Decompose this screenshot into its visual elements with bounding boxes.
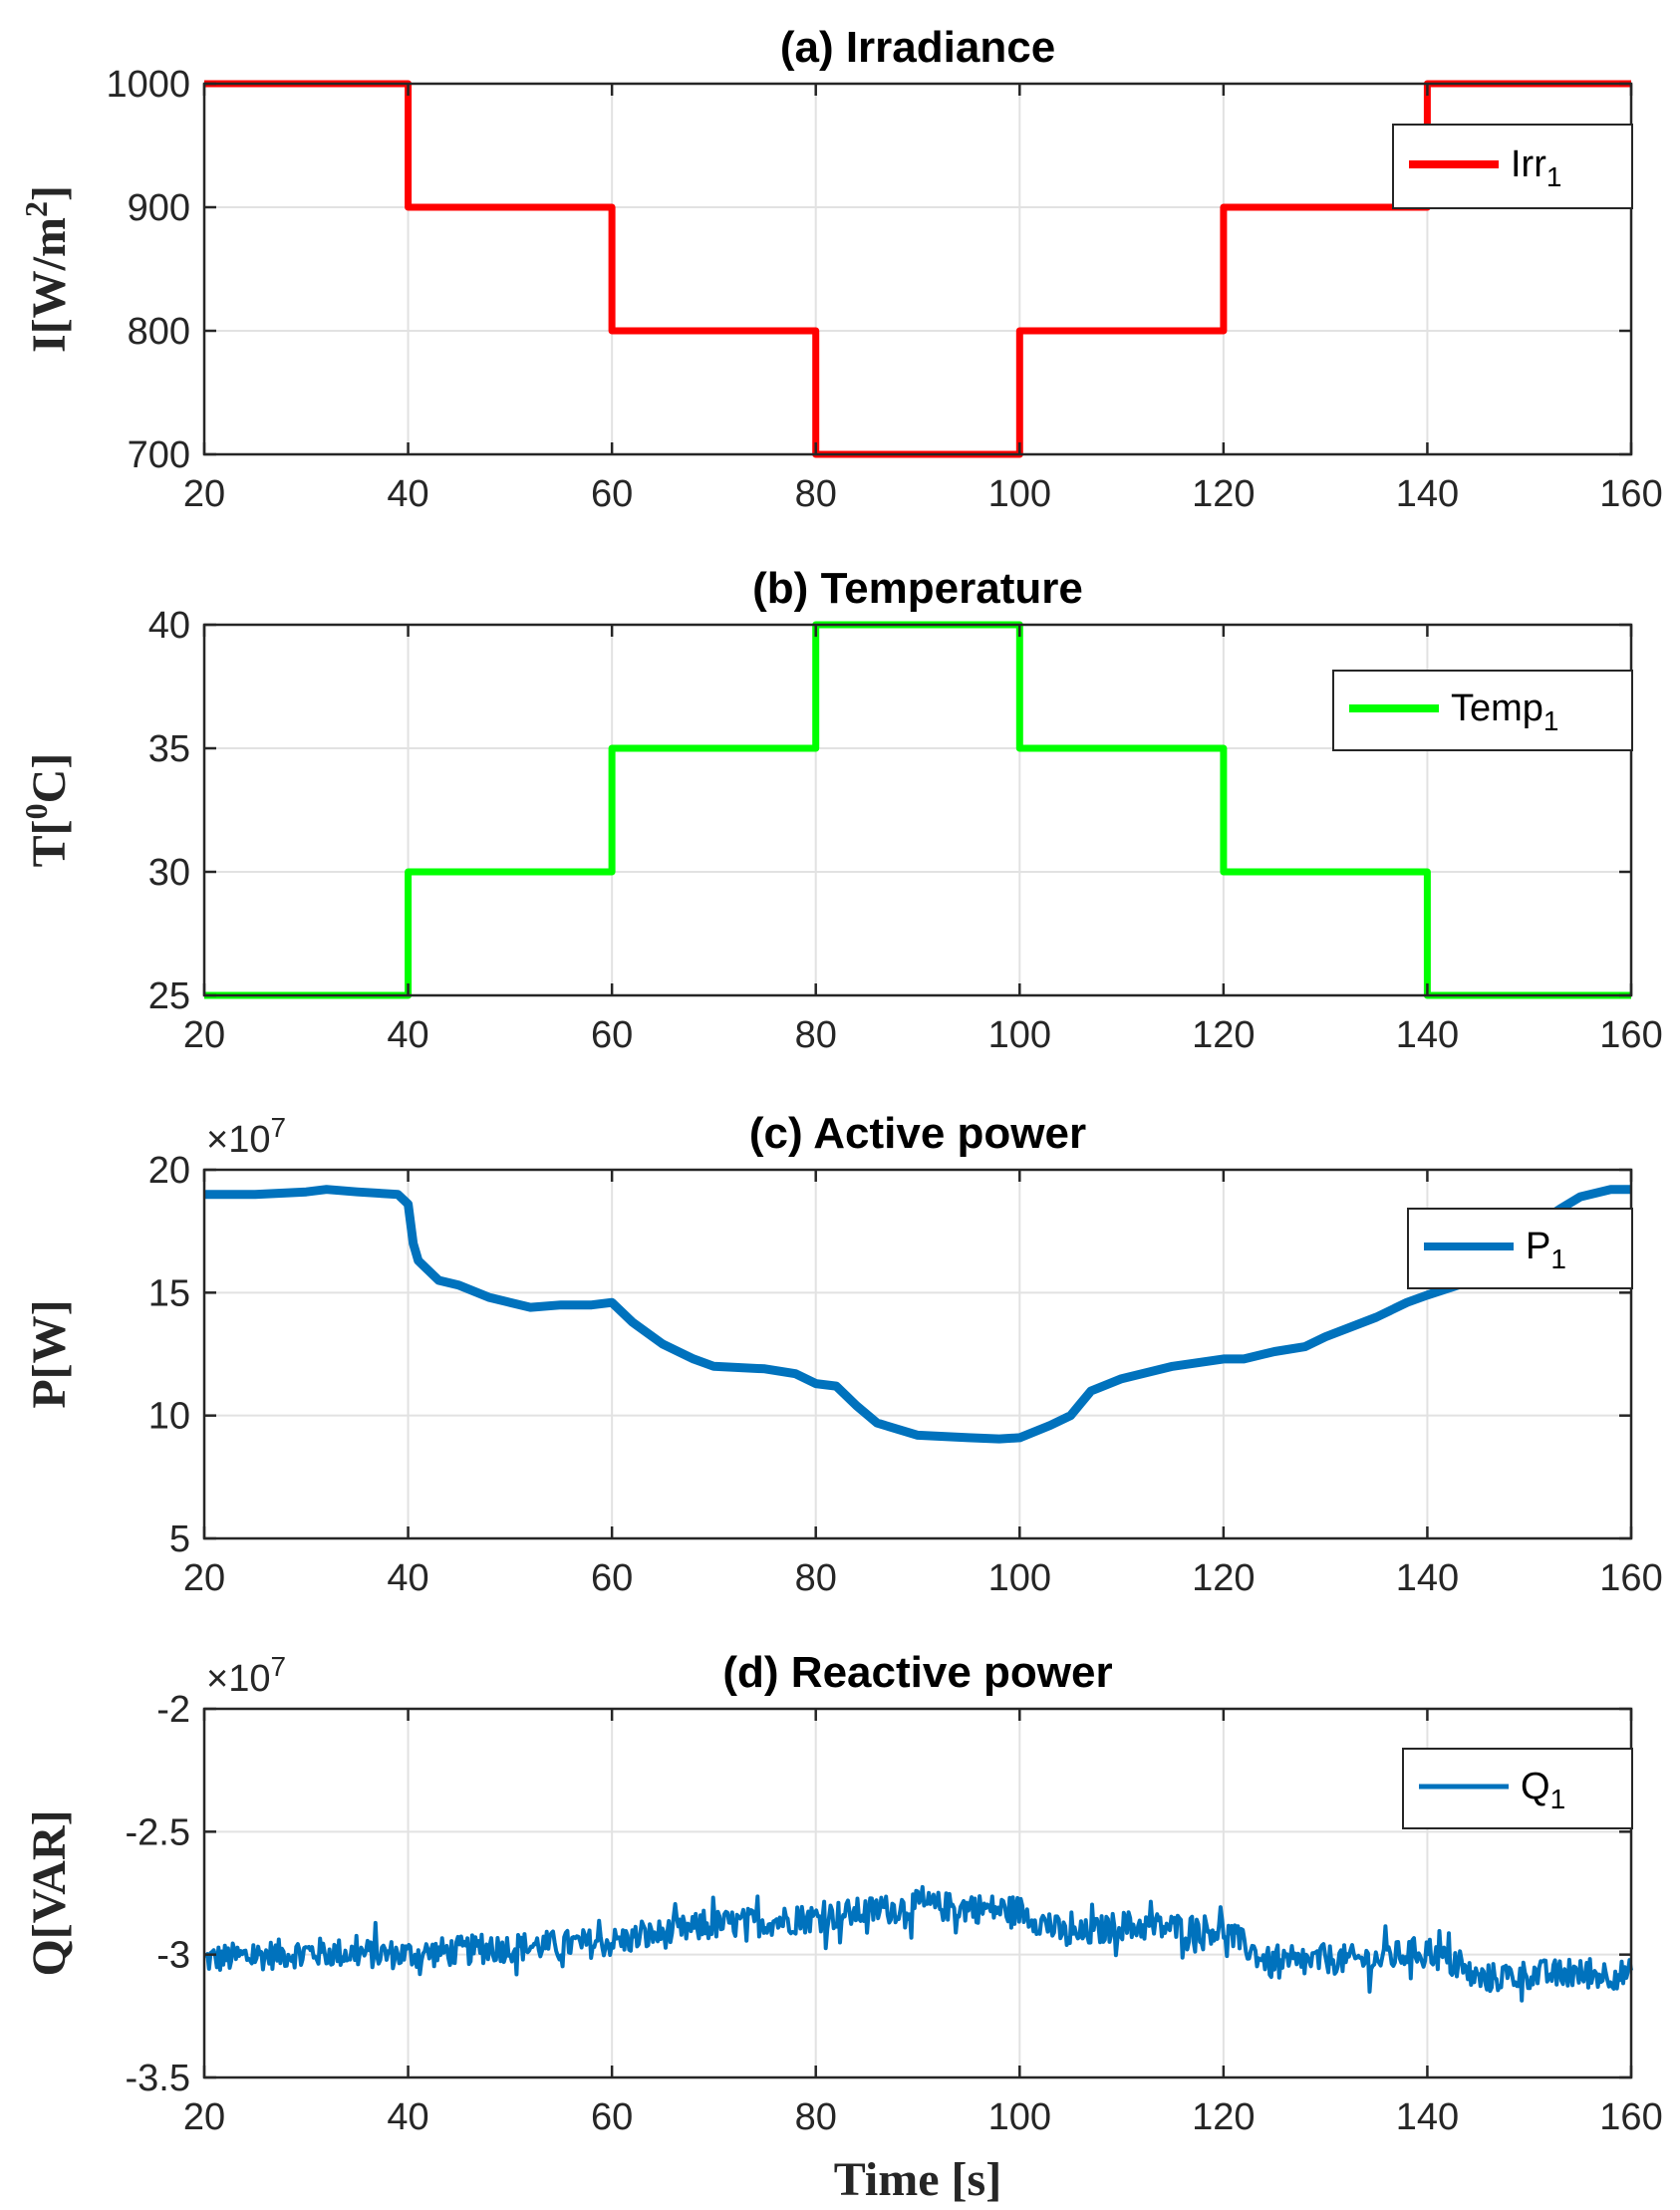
- x-tick-label: 60: [591, 473, 633, 515]
- y-tick-label: 40: [148, 605, 190, 647]
- y-tick-label: 10: [148, 1396, 190, 1438]
- x-tick-label: 20: [183, 2096, 225, 2138]
- y-tick-label: -3: [156, 1935, 190, 1977]
- x-tick-label: 100: [988, 1014, 1051, 1056]
- y-axis-label: Q[VAR]: [23, 1809, 76, 1976]
- y-axis-label: I[W/m2]: [18, 185, 76, 353]
- panel-irradiance: 20 40 60 80 100 120 140 160 700 800 900 1000 (a) Ir…: [18, 23, 1663, 515]
- legend: Irr1: [1392, 124, 1633, 209]
- legend: P1: [1407, 1208, 1633, 1289]
- y-tick-label: -2: [156, 1689, 190, 1731]
- y-axis-label: P[W]: [23, 1299, 76, 1408]
- x-tick-label: 100: [988, 2096, 1051, 2138]
- x-tick-label: 20: [183, 473, 225, 515]
- tick-labels: 20 40 60 80 100 120 140 160 700 800 900 1000: [106, 64, 1662, 515]
- legend-label-p: P1: [1526, 1226, 1566, 1274]
- legend-label-q: Q1: [1521, 1766, 1565, 1814]
- panel-reactive-power: 20 40 60 80 100 120 140 160 -3.5 -3 -2.5 -2 ×107 (d…: [23, 1648, 1663, 2206]
- x-tick-label: 120: [1192, 473, 1255, 515]
- y-exponent-label: ×107: [206, 1112, 286, 1162]
- active-power-series: [204, 1185, 1631, 1444]
- panel-active-power: 20 40 60 80 100 120 140 160 5 10 15 20 ×107 (c) Act…: [23, 1109, 1663, 1599]
- x-tick-label: 120: [1192, 2096, 1255, 2138]
- reactive-power-series: [203, 1884, 1633, 2003]
- tick-labels: 20 40 60 80 100 120 140 160 5 10 15 20: [148, 1150, 1663, 1599]
- axes-frame: [202, 623, 1633, 997]
- panel-temperature: 20 40 60 80 100 120 140 160 25 30 35 40 (b) Tempera…: [18, 564, 1663, 1056]
- y-tick-label: 1000: [106, 64, 190, 106]
- x-tick-label: 100: [988, 473, 1051, 515]
- legend-label-temp: Temp1: [1451, 688, 1559, 736]
- x-tick-label: 140: [1396, 1557, 1459, 1599]
- y-axis-label: T[0C]: [18, 753, 76, 868]
- legend: Q1: [1402, 1748, 1633, 1829]
- x-tick-label: 100: [988, 1557, 1051, 1599]
- tick-labels: 20 40 60 80 100 120 140 160 25 30 35 40: [148, 605, 1663, 1056]
- x-tick-label: 80: [795, 1557, 837, 1599]
- x-tick-label: 160: [1599, 2096, 1662, 2138]
- y-exponent-label: ×107: [206, 1651, 286, 1701]
- x-tick-label: 80: [795, 1014, 837, 1056]
- x-tick-label: 20: [183, 1014, 225, 1056]
- x-tick-label: 40: [387, 1557, 428, 1599]
- x-tick-label: 40: [387, 473, 428, 515]
- x-tick-label: 80: [795, 2096, 837, 2138]
- chart-title: (b) Temperature: [752, 564, 1083, 613]
- x-tick-label: 60: [591, 1014, 633, 1056]
- x-tick-label: 140: [1396, 1014, 1459, 1056]
- series-line: [204, 1185, 1631, 1444]
- chart-title: (d) Reactive power: [722, 1648, 1112, 1697]
- x-tick-label: 140: [1396, 2096, 1459, 2138]
- x-tick-label: 60: [591, 2096, 633, 2138]
- x-tick-label: 20: [183, 1557, 225, 1599]
- chart-title: (a) Irradiance: [780, 23, 1055, 72]
- x-tick-label: 120: [1192, 1557, 1255, 1599]
- x-tick-label: 40: [387, 2096, 428, 2138]
- y-tick-label: 900: [128, 187, 190, 229]
- x-tick-label: 120: [1192, 1014, 1255, 1056]
- x-tick-label: 160: [1599, 1014, 1662, 1056]
- tick-labels: 20 40 60 80 100 120 140 160 -3.5 -3 -2.5 -2: [126, 1689, 1663, 2138]
- x-tick-label: 60: [591, 1557, 633, 1599]
- axes-frame: [202, 1707, 1633, 2079]
- chart-title: (c) Active power: [749, 1109, 1086, 1158]
- y-tick-label: 25: [148, 975, 190, 1017]
- x-tick-label: 160: [1599, 473, 1662, 515]
- axes-frame: [202, 82, 1633, 456]
- y-tick-label: 30: [148, 852, 190, 894]
- legend-label-irr: Irr1: [1511, 143, 1561, 192]
- y-tick-label: 800: [128, 311, 190, 353]
- y-tick-label: 35: [148, 728, 190, 770]
- y-tick-label: 700: [128, 434, 190, 476]
- x-tick-label: 160: [1599, 1557, 1662, 1599]
- series-line: [203, 1884, 1633, 2003]
- x-axis-label: Time [s]: [834, 2153, 1001, 2206]
- x-tick-label: 140: [1396, 473, 1459, 515]
- x-tick-label: 40: [387, 1014, 428, 1056]
- y-tick-label: 20: [148, 1150, 190, 1192]
- legend: Temp1: [1332, 670, 1633, 751]
- y-tick-label: 15: [148, 1272, 190, 1314]
- y-tick-label: 5: [169, 1519, 190, 1560]
- x-tick-label: 80: [795, 473, 837, 515]
- y-tick-label: -2.5: [126, 1811, 190, 1853]
- axes-frame: [202, 1168, 1633, 1540]
- y-tick-label: -3.5: [126, 2058, 190, 2099]
